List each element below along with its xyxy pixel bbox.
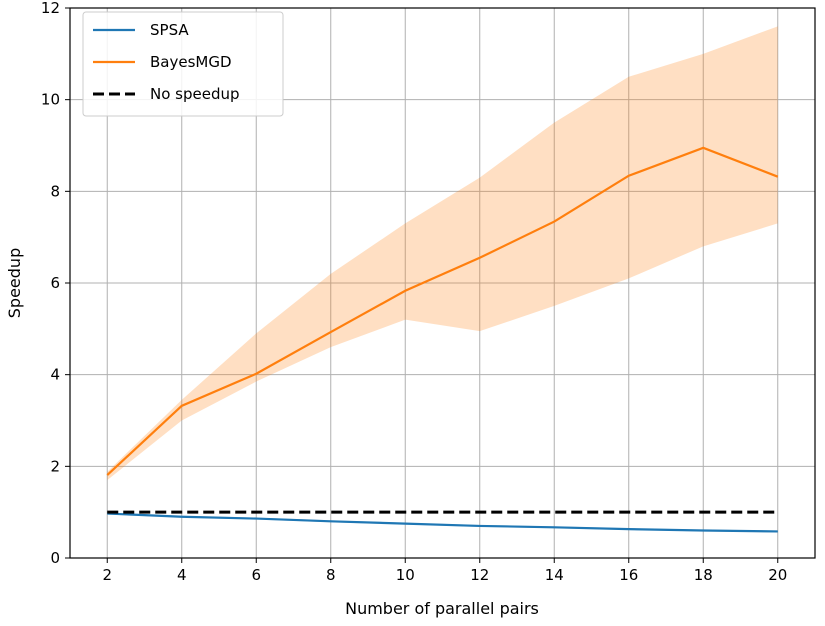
- x-tick-label: 8: [326, 566, 336, 584]
- y-tick-label: 10: [41, 91, 60, 109]
- series-lines: [106, 146, 779, 533]
- legend: SPSA BayesMGD No speedup: [82, 11, 284, 117]
- legend-label-no-speedup: No speedup: [150, 85, 240, 103]
- y-axis-label: Speedup: [5, 248, 24, 318]
- spsa-line: [107, 512, 778, 533]
- bayesmgd-band: [107, 26, 778, 481]
- y-tick-label: 6: [50, 274, 60, 292]
- x-tick-label: 12: [470, 566, 489, 584]
- x-tick-label: 18: [694, 566, 713, 584]
- x-tick-label: 20: [768, 566, 787, 584]
- y-tick-label: 12: [41, 0, 60, 17]
- legend-box: [82, 11, 284, 117]
- legend-label-bayesmgd: BayesMGD: [150, 53, 232, 71]
- x-tick-label: 10: [396, 566, 415, 584]
- x-tick-label: 14: [545, 566, 564, 584]
- bayesmgd-line: [106, 146, 779, 476]
- x-axis-label: Number of parallel pairs: [345, 599, 539, 618]
- y-tick-label: 8: [50, 182, 60, 200]
- x-tick-label: 2: [102, 566, 112, 584]
- x-tick-label: 4: [177, 566, 187, 584]
- x-tick-label: 6: [251, 566, 261, 584]
- legend-label-spsa: SPSA: [150, 21, 189, 39]
- y-tick-label: 0: [50, 549, 60, 567]
- y-tick-label: 4: [50, 366, 60, 384]
- x-tick-label: 16: [619, 566, 638, 584]
- y-tick-label: 2: [50, 457, 60, 475]
- axis-ticks: 2 4 6 8 10 12 14 16 18 20 0 2 4 6 8 10 12: [41, 0, 787, 584]
